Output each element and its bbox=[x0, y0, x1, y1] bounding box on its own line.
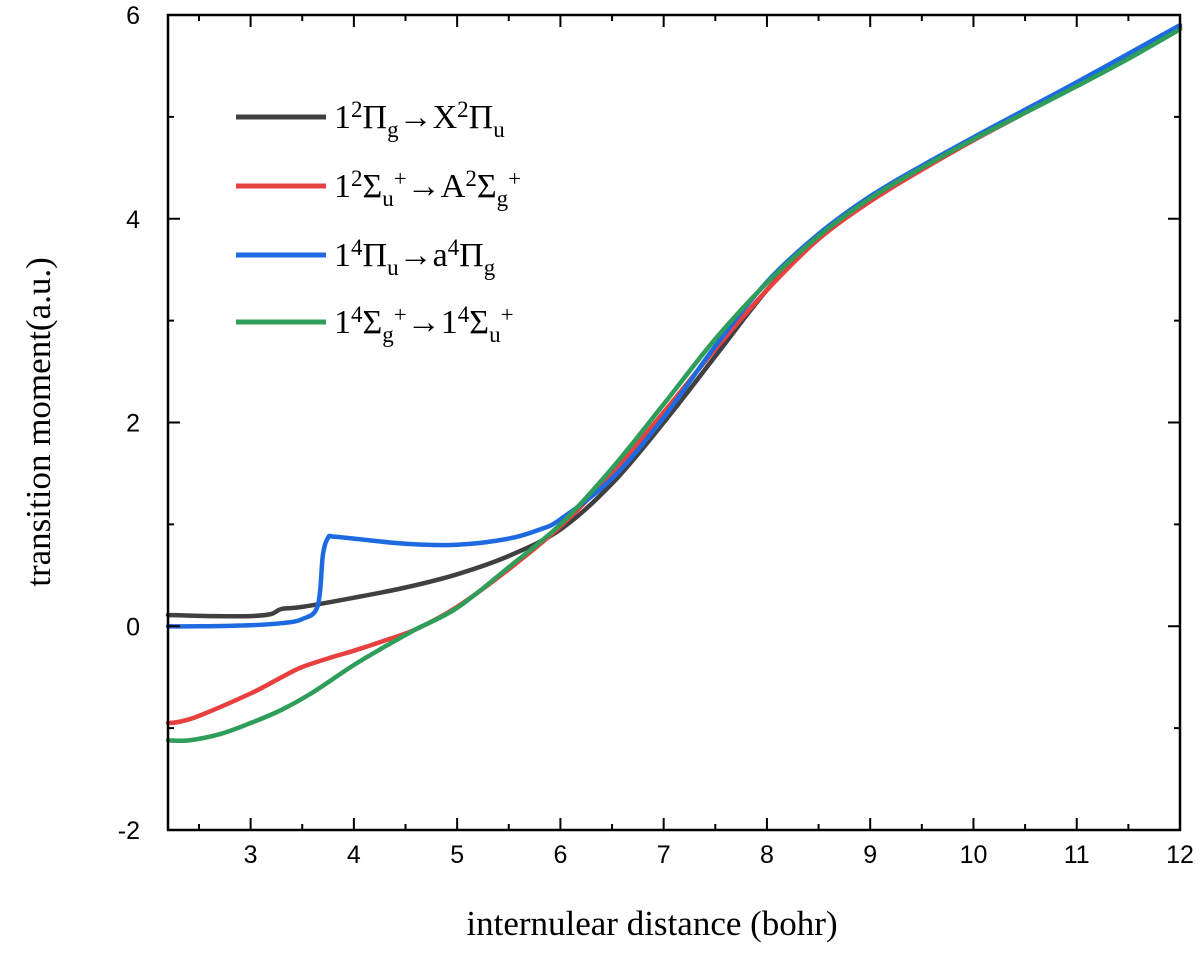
series-1-4sigmag-1-4sigmau-line bbox=[165, 27, 1183, 744]
legend-label-part: →X bbox=[399, 99, 458, 136]
y-axis-title: transition moment(a.u.) bbox=[19, 257, 58, 587]
x-tick-label: 3 bbox=[244, 841, 258, 869]
legend-label-part: 1 bbox=[334, 237, 351, 274]
legend-label-part: →a bbox=[399, 237, 448, 274]
x-tick-label: 5 bbox=[450, 841, 464, 869]
legend-label-part: Σ bbox=[469, 304, 489, 341]
x-tick-label: 6 bbox=[553, 841, 567, 869]
legend-label-part: Π bbox=[459, 237, 484, 274]
legend-label-part: 1 bbox=[334, 168, 351, 205]
x-tick-label: 12 bbox=[1166, 841, 1194, 869]
y-tick-label: 0 bbox=[126, 613, 140, 641]
legend-label-part: Π bbox=[363, 237, 388, 274]
legend-label-part: Σ bbox=[363, 304, 383, 341]
legend-label-part: 1 bbox=[334, 304, 351, 341]
series-1-2sigmau-a2sigmag-line bbox=[165, 27, 1183, 726]
legend-label-part: →1 bbox=[407, 304, 458, 341]
legend-label: 12Πg→X2Πu bbox=[334, 97, 505, 142]
legend-label-part: 4 bbox=[351, 302, 363, 327]
legend-label-part: g bbox=[382, 322, 394, 347]
legend-label-part: u bbox=[493, 117, 505, 142]
x-tick-label: 8 bbox=[760, 841, 774, 869]
legend-label-part: g bbox=[484, 255, 496, 280]
x-tick-label: 4 bbox=[347, 841, 361, 869]
legend-label-part: 2 bbox=[457, 97, 469, 122]
y-tick-label: 4 bbox=[126, 206, 140, 234]
legend-label-part: Σ bbox=[363, 168, 383, 205]
legend-label: 14Σg+→14Σu+ bbox=[334, 302, 514, 347]
x-tick-label: 7 bbox=[657, 841, 671, 869]
legend-label-part: + bbox=[501, 302, 514, 327]
legend-label-part: 2 bbox=[351, 97, 363, 122]
x-axis-title: internulear distance (bohr) bbox=[466, 904, 837, 943]
legend-label-part: g bbox=[387, 117, 399, 142]
legend-label-part: →A bbox=[407, 168, 466, 205]
y-tick-label: 6 bbox=[126, 2, 140, 30]
legend-label-part: g bbox=[497, 186, 509, 211]
series-layer bbox=[165, 22, 1183, 744]
legend-label-part: + bbox=[508, 166, 521, 191]
x-tick-label: 9 bbox=[863, 841, 877, 869]
legend-label-part: 4 bbox=[448, 235, 460, 260]
legend-label-part: + bbox=[394, 166, 407, 191]
legend-label: 12Σu+→A2Σg+ bbox=[334, 166, 521, 211]
legend-label-part: 2 bbox=[465, 166, 477, 191]
legend-label: 14Πu→a4Πg bbox=[334, 235, 496, 280]
legend-label-part: u bbox=[382, 186, 394, 211]
legend-label-part: u bbox=[489, 322, 501, 347]
legend-label-part: 4 bbox=[458, 302, 470, 327]
x-tick-label: 11 bbox=[1064, 841, 1090, 869]
legend-label-part: Σ bbox=[477, 168, 497, 205]
legend-label-part: 1 bbox=[334, 99, 351, 136]
y-tick-label: 2 bbox=[126, 410, 140, 438]
x-tick-label: 10 bbox=[960, 841, 988, 869]
legend-label-part: 2 bbox=[351, 166, 363, 191]
legend-label-part: + bbox=[394, 302, 407, 327]
legend-label-part: u bbox=[387, 255, 399, 280]
legend-label-part: 4 bbox=[351, 235, 363, 260]
y-tick-label: -2 bbox=[118, 817, 140, 845]
plot-frame bbox=[166, 13, 1182, 832]
legend-label-part: Π bbox=[363, 99, 388, 136]
legend-label-part: Π bbox=[469, 99, 494, 136]
